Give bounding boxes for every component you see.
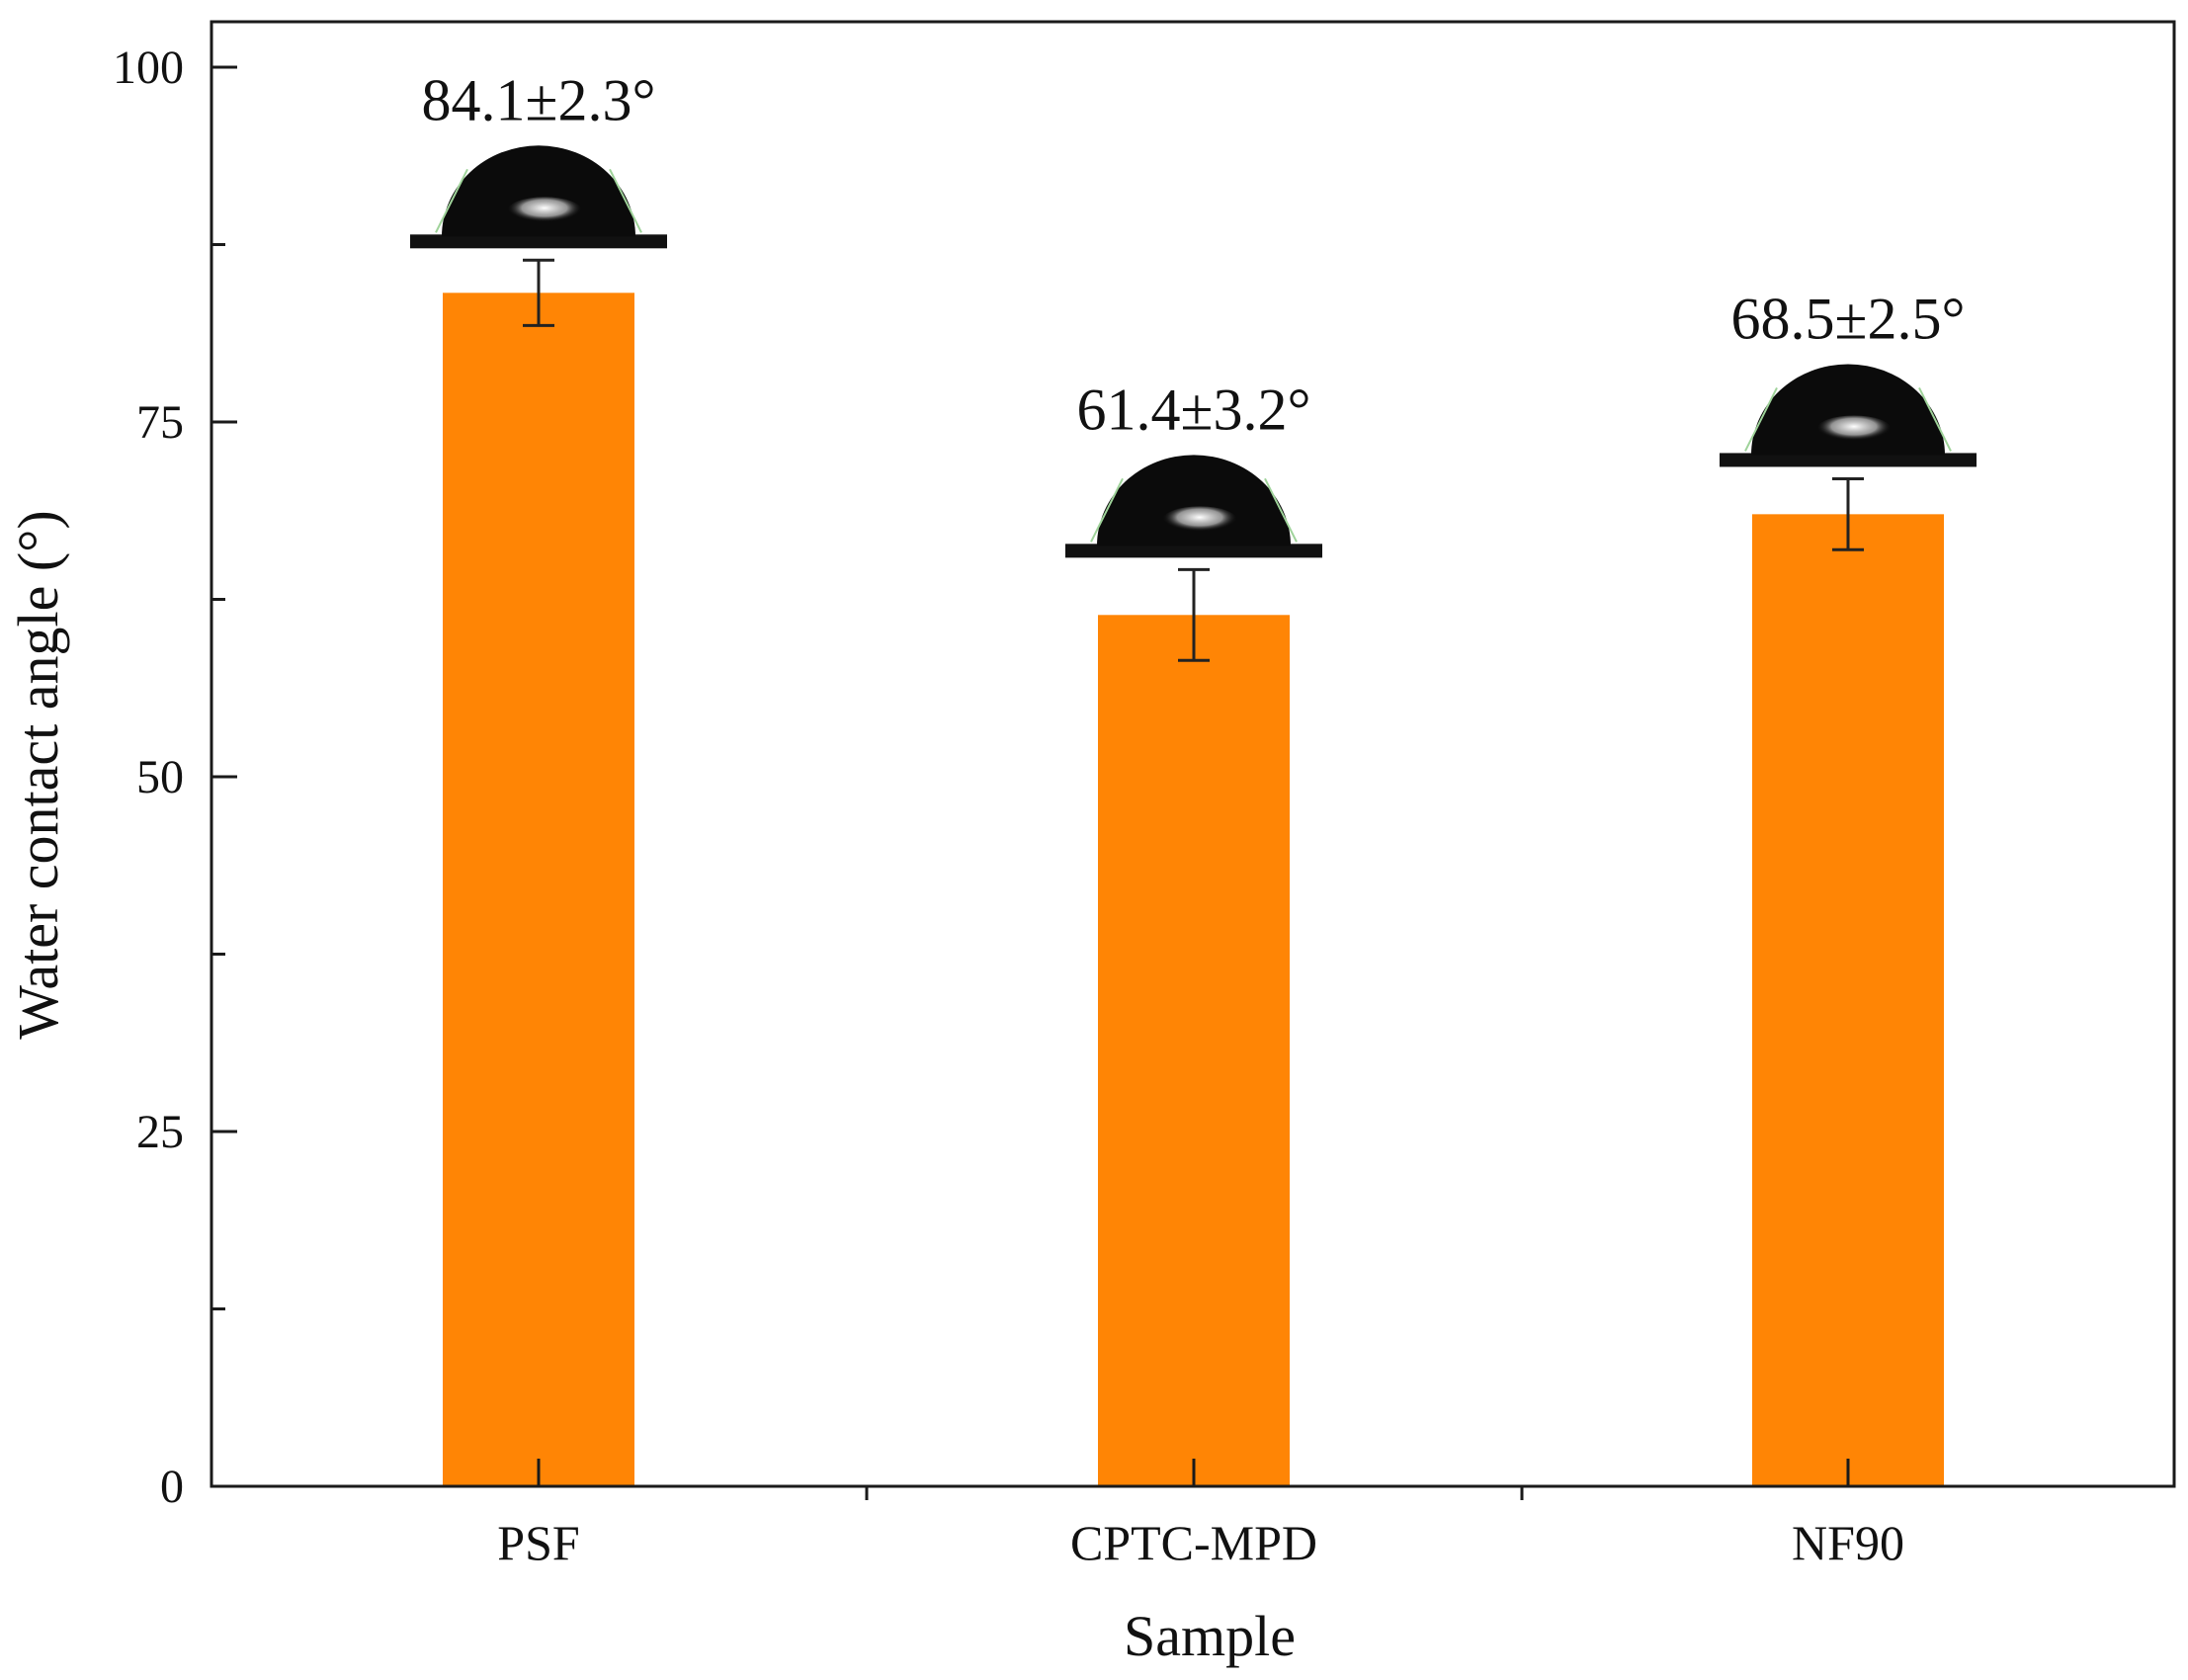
- droplet-highlight: [507, 197, 582, 225]
- droplet-highlight: [1162, 506, 1237, 535]
- contact-angle-line-right: [1918, 386, 1952, 452]
- value-annotation-cptc-mpd: 61.4±3.2°: [1077, 377, 1311, 442]
- error-bars-layer: [523, 258, 1864, 662]
- droplet-highlight: [1816, 415, 1892, 444]
- y-tick-label: 75: [136, 396, 184, 449]
- bar-nf90: [1752, 514, 1944, 1486]
- contact-angle-line-right: [609, 168, 642, 233]
- y-axis: 0 25 50 75 100: [113, 42, 237, 1513]
- y-axis-title: Water contact angle (°): [6, 510, 70, 1039]
- droplet-substrate: [410, 234, 667, 249]
- droplet-body: [1751, 364, 1945, 456]
- contact-angle-line-left: [1090, 477, 1124, 543]
- value-annotation-nf90: 68.5±2.5°: [1731, 286, 1966, 351]
- x-tick-label: PSF: [497, 1515, 579, 1570]
- water-droplet-icon: [1720, 364, 1977, 467]
- x-tick-label: NF90: [1792, 1515, 1904, 1570]
- contact-angle-line-left: [435, 168, 468, 233]
- y-tick-label: 25: [136, 1106, 184, 1158]
- y-tick-label: 100: [113, 42, 184, 94]
- value-annotation-psf: 84.1±2.3°: [422, 67, 656, 132]
- bar-psf: [443, 293, 634, 1487]
- y-tick-label: 0: [160, 1461, 184, 1513]
- droplet-body: [442, 145, 635, 237]
- water-droplet-icon: [1065, 455, 1322, 558]
- bars-layer: [443, 293, 1944, 1487]
- droplet-substrate: [1720, 453, 1977, 467]
- x-axis: PSF CPTC-MPD NF90: [497, 1459, 1904, 1570]
- contact-angle-line-right: [1264, 477, 1298, 543]
- droplet-images-layer: [410, 145, 1977, 558]
- droplet-body: [1097, 455, 1291, 546]
- value-annotations: 84.1±2.3° 61.4±3.2° 68.5±2.5°: [422, 67, 1966, 442]
- droplet-substrate: [1065, 544, 1322, 558]
- x-tick-label: CPTC-MPD: [1070, 1515, 1317, 1570]
- y-tick-label: 50: [136, 751, 184, 803]
- water-droplet-icon: [410, 145, 667, 249]
- contact-angle-line-left: [1744, 386, 1778, 452]
- x-axis-title: Sample: [1124, 1604, 1296, 1668]
- bar-cptc-mpd: [1098, 615, 1290, 1486]
